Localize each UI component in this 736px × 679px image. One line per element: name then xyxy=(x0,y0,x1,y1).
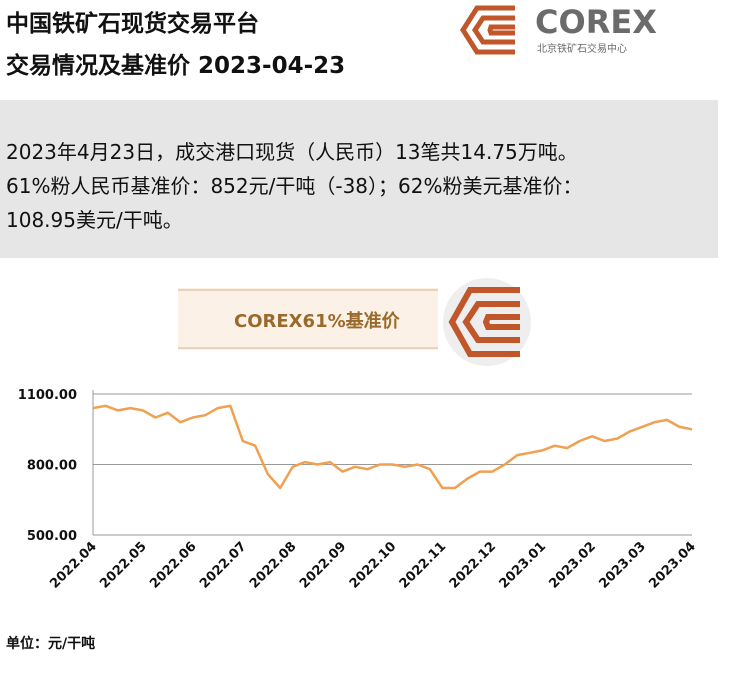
x-tick-label: 2022.07 xyxy=(197,539,249,591)
summary-line: 108.95美元/干吨。 xyxy=(6,208,183,232)
x-tick-label: 2022.12 xyxy=(447,539,499,591)
summary-line: 61%粉人民币基准价：852元/干吨（-38）；62%粉美元基准价： xyxy=(6,174,583,198)
x-tick-label: 2022.11 xyxy=(397,539,449,591)
price-line xyxy=(92,404,693,490)
unit-label: 单位：元/干吨 xyxy=(6,635,95,652)
banner xyxy=(178,288,438,350)
x-tick-label: 2022.04 xyxy=(47,539,99,591)
x-tick-label: 2022.09 xyxy=(297,539,349,591)
x-tick-label: 2023.01 xyxy=(497,539,549,591)
chart: COREX61%基准价 单位：元/干吨 500.00 800.00 1100.00 2… xyxy=(6,278,699,652)
title-line: 交易情况及基准价 2023-04-23 xyxy=(6,53,346,79)
summary-line: 2023年4月23日，成交港口现货（人民币）13笔共14.75万吨。 xyxy=(6,140,578,164)
x-tick-label: 2023.03 xyxy=(596,539,648,591)
logo-name: COREX xyxy=(535,3,657,41)
title-line: 中国铁矿石现货交易平台 xyxy=(6,11,259,37)
x-tick-label: 2022.05 xyxy=(97,539,149,591)
y-tick-label: 500.00 xyxy=(27,529,77,544)
x-tick-label: 2023.04 xyxy=(646,539,698,591)
y-tick-label: 800.00 xyxy=(27,459,77,474)
chart-title: COREX61%基准价 xyxy=(234,310,401,332)
logo: COREX 北京铁矿石交易中心 xyxy=(460,3,657,55)
y-tick-label: 1100.00 xyxy=(18,388,77,403)
x-tick-label: 2022.08 xyxy=(247,539,299,591)
x-tick-label: 2022.06 xyxy=(147,539,199,591)
banner-logo xyxy=(448,287,520,357)
summary-box xyxy=(0,100,718,258)
x-tick-label: 2022.10 xyxy=(347,539,399,591)
x-tick-label: 2023.02 xyxy=(547,539,599,591)
logo-subtitle: 北京铁矿石交易中心 xyxy=(537,42,627,55)
